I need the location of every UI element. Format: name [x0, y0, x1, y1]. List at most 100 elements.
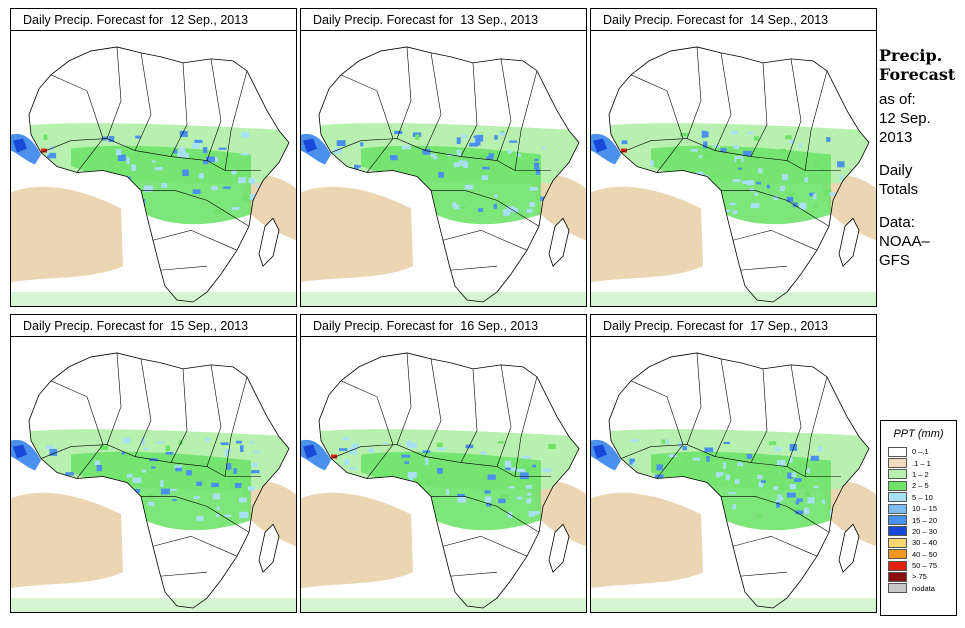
- madagascar-outline: [258, 523, 280, 573]
- country-border: [424, 358, 442, 457]
- africa-coastline: [318, 352, 580, 609]
- legend-swatch: [888, 458, 907, 469]
- country-border: [396, 46, 412, 139]
- country-border: [50, 380, 104, 479]
- country-border: [141, 496, 250, 533]
- madagascar-outline: [548, 217, 570, 267]
- coastal-rain: [593, 138, 607, 153]
- legend-swatch: [888, 515, 907, 526]
- africa-map: [11, 337, 296, 612]
- country-border: [514, 70, 538, 171]
- data-source: NOAA–: [879, 233, 930, 250]
- country-border: [740, 265, 788, 271]
- legend-item: 15 – 20: [888, 514, 956, 526]
- map-canvas: [11, 46, 296, 306]
- legend-label: 20 – 30: [912, 526, 938, 536]
- dry-ocean-area: [591, 186, 703, 283]
- country-border: [460, 368, 478, 463]
- country-border: [450, 265, 498, 271]
- country-border: [160, 571, 208, 577]
- legend-item: 30 – 40: [888, 537, 956, 548]
- country-border: [496, 58, 512, 161]
- country-border: [714, 358, 732, 457]
- country-border: [431, 496, 540, 533]
- side-info: Precip. Forecast as of: 12 Sep. 2013 Dai…: [879, 46, 965, 270]
- legend-swatch: [888, 446, 907, 457]
- legend-label: 40 – 50: [912, 549, 938, 559]
- country-border: [750, 368, 768, 463]
- dry-ocean-area: [591, 492, 703, 589]
- africa-map: [301, 31, 586, 306]
- legend-label: 50 – 75: [912, 561, 938, 571]
- map-canvas: [301, 352, 586, 612]
- legend-swatch: [888, 571, 907, 582]
- country-border: [750, 62, 768, 157]
- country-border: [152, 535, 238, 557]
- country-border: [630, 380, 684, 479]
- country-border: [40, 444, 261, 477]
- legend-item: 0 –.1: [888, 446, 956, 457]
- dry-ocean-area: [531, 175, 586, 241]
- madagascar-outline: [838, 217, 860, 267]
- africa-coastline: [28, 46, 290, 303]
- southern-ocean-band: [11, 598, 296, 612]
- country-border: [330, 138, 551, 171]
- country-border: [786, 364, 802, 467]
- southern-ocean-band: [301, 292, 586, 306]
- southern-ocean-band: [591, 292, 876, 306]
- panel-title: Daily Precip. Forecast for 16 Sep., 2013: [301, 315, 586, 337]
- totals-label: Totals: [879, 181, 919, 198]
- country-border: [620, 138, 841, 171]
- map-canvas: [301, 46, 586, 306]
- legend-item: .1 – 1: [888, 457, 956, 469]
- country-border: [330, 444, 551, 477]
- forecast-panel: Daily Precip. Forecast for 17 Sep., 2013: [590, 314, 877, 613]
- country-border: [740, 571, 788, 577]
- legend-item: nodata: [888, 583, 956, 594]
- dry-ocean-area: [11, 186, 123, 283]
- forecast-panel: Daily Precip. Forecast for 13 Sep., 2013: [300, 8, 587, 307]
- legend-swatch: [888, 503, 907, 514]
- legend-item: 5 – 10: [888, 492, 956, 503]
- africa-map: [301, 337, 586, 612]
- country-border: [134, 52, 152, 151]
- map-canvas: [591, 46, 876, 306]
- country-border: [721, 190, 830, 227]
- legend-label: 0 –.1: [912, 447, 929, 457]
- country-border: [460, 62, 478, 157]
- forecast-panel: Daily Precip. Forecast for 12 Sep., 2013: [10, 8, 297, 307]
- country-border: [224, 70, 248, 171]
- africa-coastline: [608, 46, 870, 303]
- legend-swatch: [888, 480, 907, 491]
- africa-coastline: [608, 352, 870, 609]
- legend-item: 40 – 50: [888, 549, 956, 560]
- forecast-panel: Daily Precip. Forecast for 15 Sep., 2013: [10, 314, 297, 613]
- legend-label: 10 – 15: [912, 504, 938, 514]
- coastal-rain: [13, 138, 27, 153]
- totals-label: Daily: [879, 162, 913, 179]
- side-heading: Precip.: [879, 46, 943, 65]
- country-border: [206, 364, 222, 467]
- panel-title: Daily Precip. Forecast for 12 Sep., 2013: [11, 9, 296, 31]
- country-border: [134, 358, 152, 457]
- extreme-rain-spot: [621, 148, 627, 153]
- legend-item: 1 – 2: [888, 469, 956, 480]
- extreme-rain-spot: [41, 148, 47, 153]
- dry-ocean-area: [301, 492, 413, 589]
- panel-title: Daily Precip. Forecast for 17 Sep., 2013: [591, 315, 876, 337]
- country-border: [152, 229, 238, 251]
- africa-map: [591, 31, 876, 306]
- country-border: [224, 376, 248, 477]
- coastal-rain: [593, 444, 607, 459]
- country-border: [620, 444, 841, 477]
- panel-title: Daily Precip. Forecast for 15 Sep., 2013: [11, 315, 296, 337]
- panel-title: Daily Precip. Forecast for 14 Sep., 2013: [591, 9, 876, 31]
- country-border: [50, 74, 104, 173]
- madagascar-outline: [548, 523, 570, 573]
- legend-swatch: [888, 560, 907, 571]
- country-border: [804, 376, 828, 477]
- legend-label: 1 – 2: [912, 469, 929, 479]
- dry-ocean-area: [11, 492, 123, 589]
- dry-ocean-area: [531, 481, 586, 547]
- country-border: [206, 58, 222, 161]
